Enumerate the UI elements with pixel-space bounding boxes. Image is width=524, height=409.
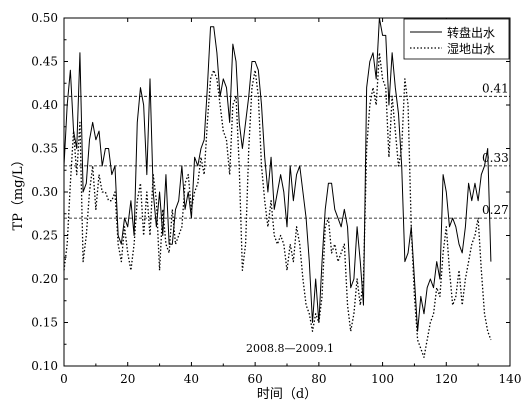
x-tick-label: 60 — [248, 372, 263, 386]
legend-label-wetland-effluent: 湿地出水 — [447, 41, 495, 56]
x-axis-label: 时间（d） — [257, 387, 317, 402]
x-tick-label: 20 — [120, 372, 135, 386]
x-tick-label: 80 — [311, 372, 326, 386]
y-tick-label: 0.30 — [31, 185, 58, 199]
reference-line-label: 0.27 — [482, 203, 509, 217]
x-tick-label: 0 — [60, 372, 68, 386]
y-tick-label: 0.15 — [31, 316, 58, 330]
y-tick-label: 0.35 — [31, 142, 58, 156]
plot-frame — [63, 17, 511, 367]
y-tick-label: 0.50 — [31, 11, 58, 25]
reference-lines: 0.41 0.33 0.27 — [64, 81, 510, 219]
legend-box — [403, 18, 510, 60]
y-tick-label: 0.40 — [31, 98, 58, 112]
y-tick-label: 0.10 — [31, 359, 58, 373]
legend: 转盘出水 湿地出水 — [403, 18, 510, 60]
x-tick-label: 140 — [499, 372, 522, 386]
y-axis-label: TP（mg/L） — [11, 153, 26, 230]
x-tick-label: 120 — [435, 372, 458, 386]
series-line-wetland-effluent — [63, 52, 492, 358]
y-axis: 0.10 0.15 0.20 0.25 0.30 0.35 0.40 0.45 0.50 — [31, 11, 510, 373]
x-tick-label: 100 — [371, 372, 394, 386]
legend-label-turntable-effluent: 转盘出水 — [447, 25, 495, 40]
date-range-annotation: 2008.8—2009.1 — [246, 342, 334, 355]
y-tick-label: 0.45 — [31, 55, 58, 69]
y-tick-label: 0.20 — [31, 272, 58, 286]
reference-line-label: 0.33 — [482, 151, 509, 165]
reference-line-label: 0.41 — [482, 81, 509, 95]
x-axis: 0 20 40 60 80 100 120 140 — [60, 18, 521, 386]
y-tick-label: 0.25 — [31, 229, 58, 243]
series-layer — [63, 17, 492, 358]
series-line-turntable-effluent — [63, 17, 492, 332]
x-tick-label: 40 — [184, 372, 199, 386]
